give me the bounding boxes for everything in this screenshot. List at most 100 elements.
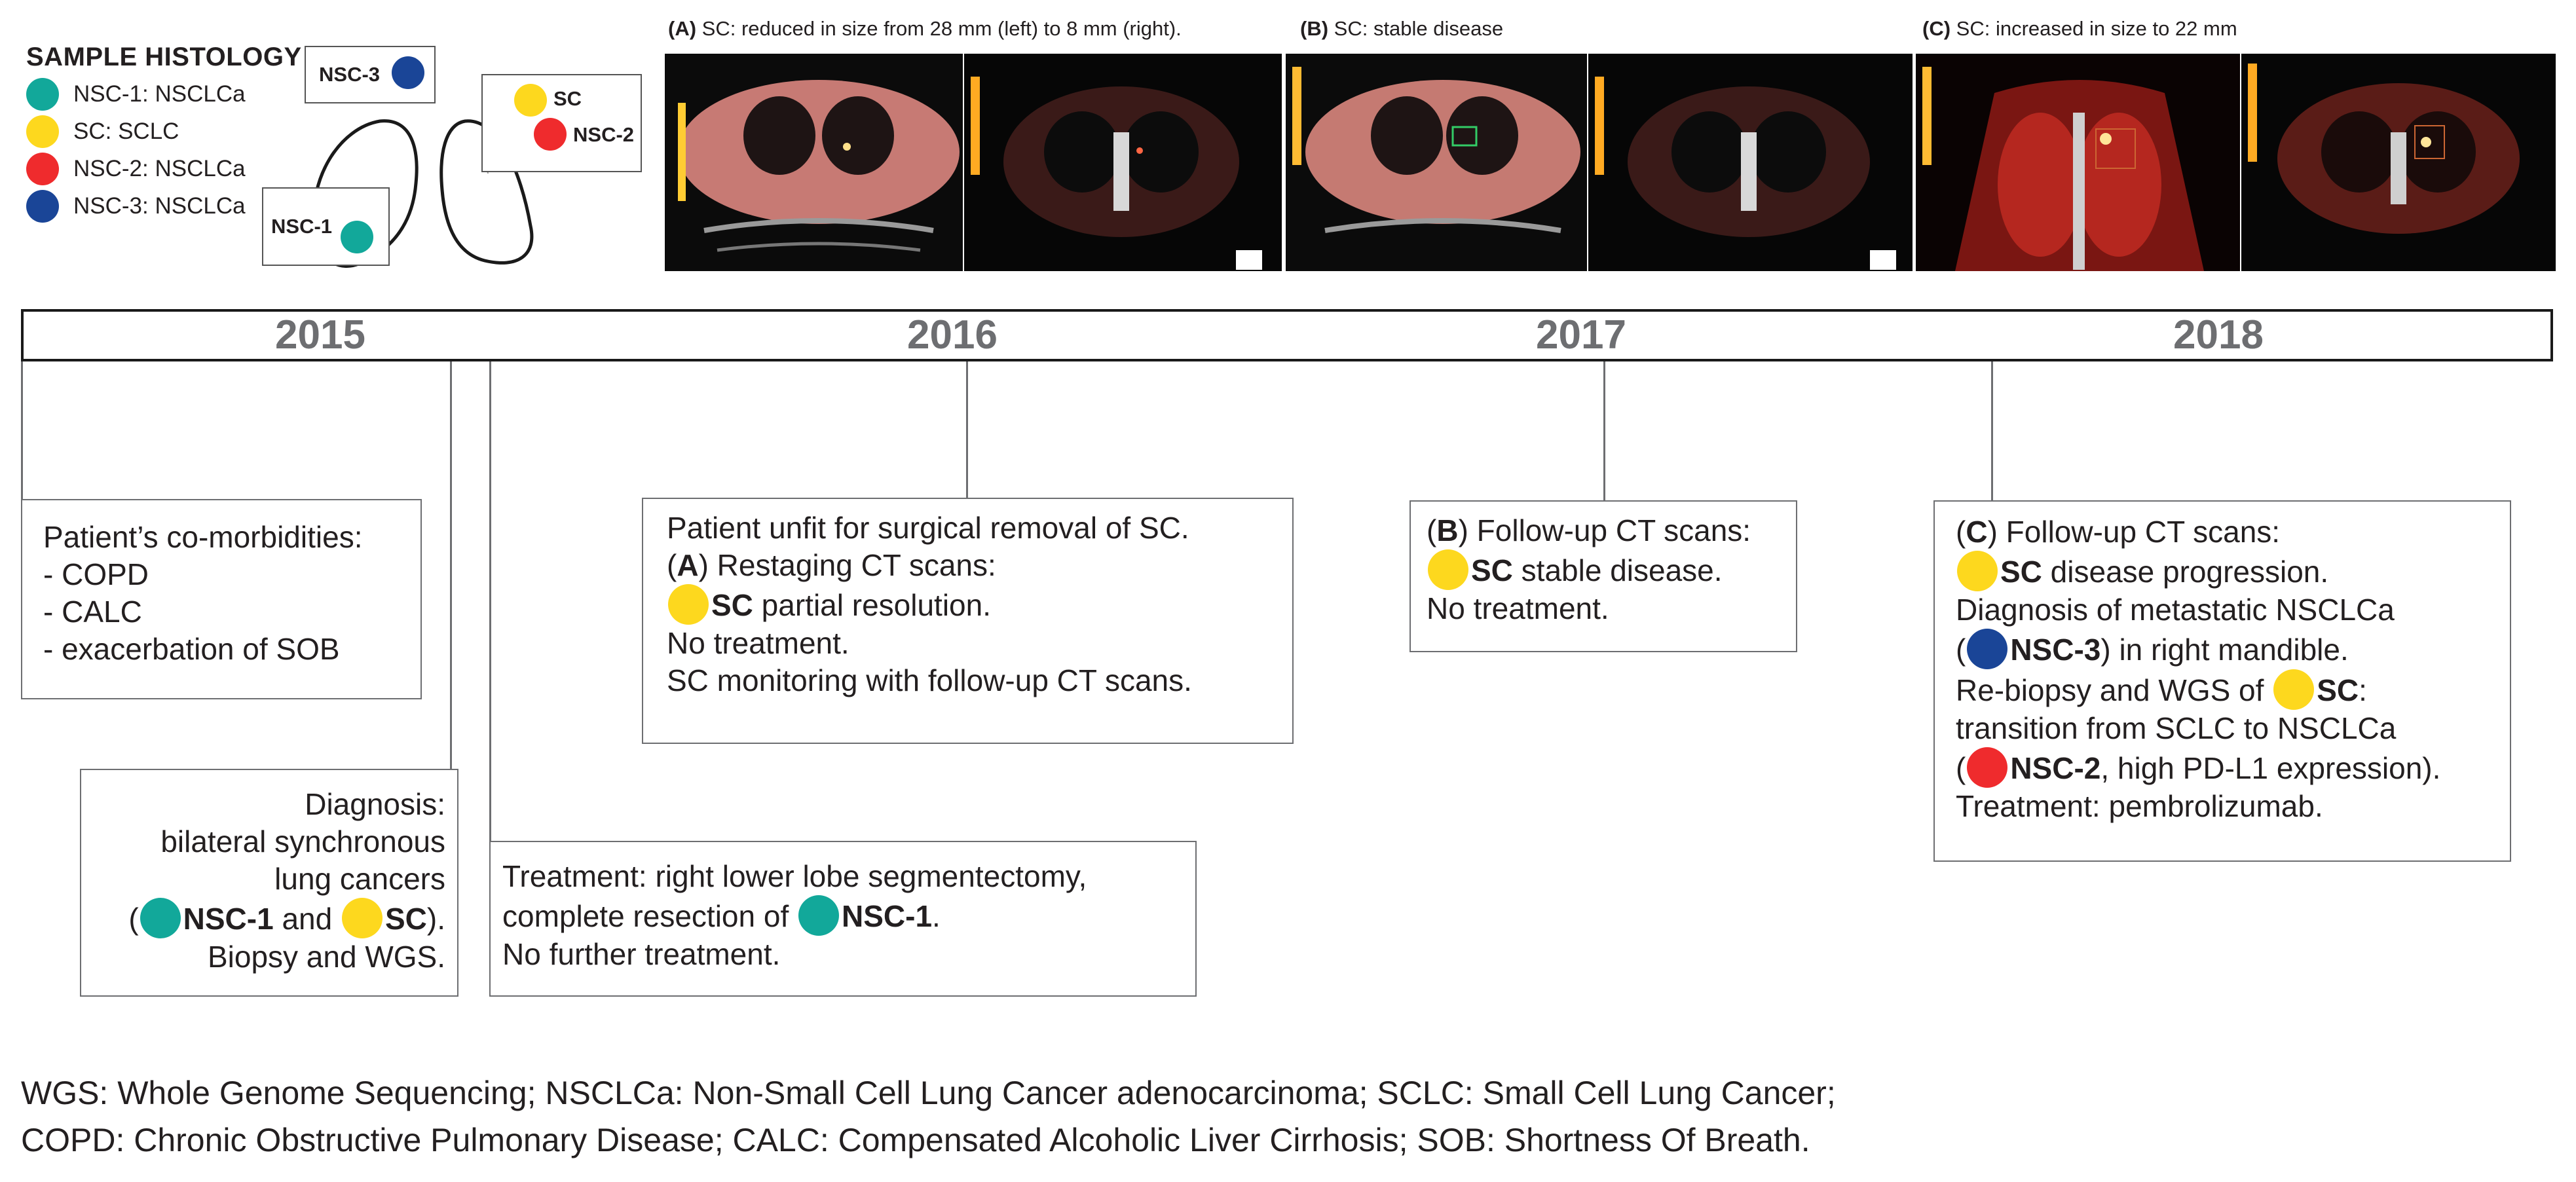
event-text: ) Follow-up CT scans:: [1458, 513, 1751, 547]
lung-label-nsc3: NSC-3: [319, 63, 381, 86]
nsc2-dot-icon: [534, 118, 567, 151]
teal-dot-icon: [26, 78, 59, 111]
nsc1-dot-icon: [140, 898, 181, 938]
nsc2-dot-icon: [1967, 747, 2008, 788]
comorbid-line: - COPD: [43, 557, 149, 591]
timeline-bar: [21, 309, 2553, 361]
event-text: ) in right mandible.: [2100, 633, 2349, 667]
scan-image-a-right: [964, 54, 1282, 271]
diagnosis-line: (NSC-1 and SC).: [81, 898, 445, 938]
legend-title: SAMPLE HISTOLOGY: [26, 43, 302, 71]
legend-item-nsc1: NSC-1: NSCLCa: [26, 75, 246, 113]
footer-abbreviations-line1: WGS: Whole Genome Sequencing; NSCLCa: No…: [21, 1075, 1836, 1111]
diagnosis-line: bilateral synchronous: [160, 824, 445, 859]
paren: (: [1956, 515, 1966, 549]
event-box-comorbidities: Patient’s co-morbidities: - COPD - CALC …: [21, 499, 422, 699]
connector-2017: [1603, 361, 1605, 500]
comorbid-line: Patient’s co-morbidities:: [43, 520, 363, 554]
label-box-nsc1: NSC-1: [262, 187, 390, 266]
scan-caption-b: (B) SC: stable disease: [1300, 17, 1503, 41]
event-text: ) Follow-up CT scans:: [1987, 515, 2281, 549]
event-text: :: [2359, 673, 2367, 707]
sc-dot-icon: [514, 84, 547, 117]
scan-image-c-right: [2241, 54, 2556, 271]
event-2017-line: No treatment.: [1427, 591, 1609, 625]
sc-label: SC: [384, 902, 427, 936]
paren: ).: [426, 902, 445, 936]
sc-dot-icon: [2273, 669, 2315, 710]
nsc1-label: NSC-1: [842, 899, 933, 933]
connector-2016: [966, 361, 968, 498]
event-box-2016: Patient unfit for surgical removal of SC…: [642, 498, 1294, 744]
treatment-line: No further treatment.: [502, 937, 781, 971]
event-2018-line: (C) Follow-up CT scans:: [1956, 513, 2510, 551]
red-dot-icon: [26, 153, 59, 185]
event-2016-line: (A) Restaging CT scans:: [667, 547, 1292, 584]
year-2018: 2018: [2173, 312, 2264, 358]
nsc3-dot-icon: [392, 56, 424, 89]
paren: (: [1956, 751, 1966, 785]
legend-label: NSC-3: NSCLCa: [73, 193, 246, 219]
event-2018-line: transition from SCLC to NSCLCa: [1956, 711, 2397, 745]
panel-ref-c: C: [1966, 515, 1988, 549]
event-2018-line: Diagnosis of metastatic NSCLCa: [1956, 593, 2395, 627]
sc-dot-icon: [1428, 549, 1468, 590]
comorbid-line: - exacerbation of SOB: [43, 632, 340, 666]
footer-abbreviations-line2: COPD: Chronic Obstructive Pulmonary Dise…: [21, 1122, 1810, 1158]
legend-item-nsc2: NSC-2: NSCLCa: [26, 150, 246, 188]
scan-caption-a-prefix: (A): [668, 17, 697, 40]
event-2016-line: No treatment.: [667, 626, 849, 660]
paren: (: [1956, 633, 1966, 667]
sc-label: SC: [2317, 673, 2359, 707]
nsc1-label: NSC-1: [183, 902, 274, 936]
event-2018-line: (NSC-3) in right mandible.: [1956, 629, 2510, 669]
connector-comorbid: [21, 361, 23, 499]
event-text: partial resolution.: [753, 588, 991, 622]
nsc1-dot-icon: [798, 895, 840, 936]
lung-label-nsc1: NSC-1: [271, 215, 333, 238]
event-2016-line: SC monitoring with follow-up CT scans.: [667, 663, 1192, 697]
connector-diagnosis: [450, 361, 452, 769]
event-2018-line: ( NSC-2, high PD-L1 expression).: [1956, 747, 2510, 788]
legend-item-sc: SC: SCLC: [26, 113, 179, 151]
event-2016-line: Patient unfit for surgical removal of SC…: [667, 511, 1189, 545]
scan-caption-c-text: SC: increased in size to 22 mm: [1951, 17, 2237, 40]
scan-caption-b-prefix: (B): [1300, 17, 1329, 40]
treatment-line: Treatment: right lower lobe segmentectom…: [502, 859, 1087, 893]
event-2018-line: Re-biopsy and WGS of SC:: [1956, 669, 2510, 710]
nsc3-dot-icon: [1967, 629, 2008, 669]
nsc2-label: NSC-2: [2010, 751, 2101, 785]
treatment-text: complete resection of: [502, 899, 798, 933]
event-2016-line: SC partial resolution.: [667, 584, 1292, 625]
scan-caption-c-prefix: (C): [1922, 17, 1951, 40]
scan-caption-c: (C) SC: increased in size to 22 mm: [1922, 17, 2237, 41]
lung-label-nsc2: NSC-2: [573, 123, 635, 146]
connector-treatment: [489, 361, 491, 841]
legend-label: NSC-1: NSCLCa: [73, 81, 246, 107]
scan-caption-a: (A) SC: reduced in size from 28 mm (left…: [668, 17, 1182, 41]
sc-label: SC: [1471, 553, 1513, 587]
year-2017: 2017: [1536, 312, 1626, 358]
blue-dot-icon: [26, 190, 59, 223]
sc-dot-icon: [1957, 551, 1998, 591]
event-box-diagnosis: Diagnosis: bilateral synchronous lung ca…: [80, 769, 458, 997]
event-text: stable disease.: [1512, 553, 1723, 587]
event-text: disease progression.: [2042, 555, 2329, 589]
event-box-2018: (C) Follow-up CT scans: SC disease progr…: [1933, 500, 2511, 862]
event-text: ) Restaging CT scans:: [698, 548, 996, 582]
scan-caption-a-text: SC: reduced in size from 28 mm (left) to…: [696, 17, 1182, 40]
panel-ref-a: A: [677, 548, 699, 582]
event-2018-line: Treatment: pembrolizumab.: [1956, 789, 2323, 823]
comorbid-line: - CALC: [43, 595, 142, 629]
event-text: , high PD-L1 expression).: [2100, 751, 2441, 785]
diagnosis-line: Diagnosis:: [305, 787, 445, 821]
year-2015: 2015: [275, 312, 365, 358]
sc-label: SC: [2000, 555, 2042, 589]
paren: (: [128, 902, 139, 936]
event-2018-line: SC disease progression.: [1956, 551, 2510, 591]
nsc1-dot-icon: [341, 221, 373, 253]
treatment-line: complete resection of NSC-1.: [502, 895, 1195, 936]
connector-2018: [1991, 361, 1993, 500]
sc-label: SC: [711, 588, 753, 622]
diagnosis-line: lung cancers: [274, 862, 445, 896]
